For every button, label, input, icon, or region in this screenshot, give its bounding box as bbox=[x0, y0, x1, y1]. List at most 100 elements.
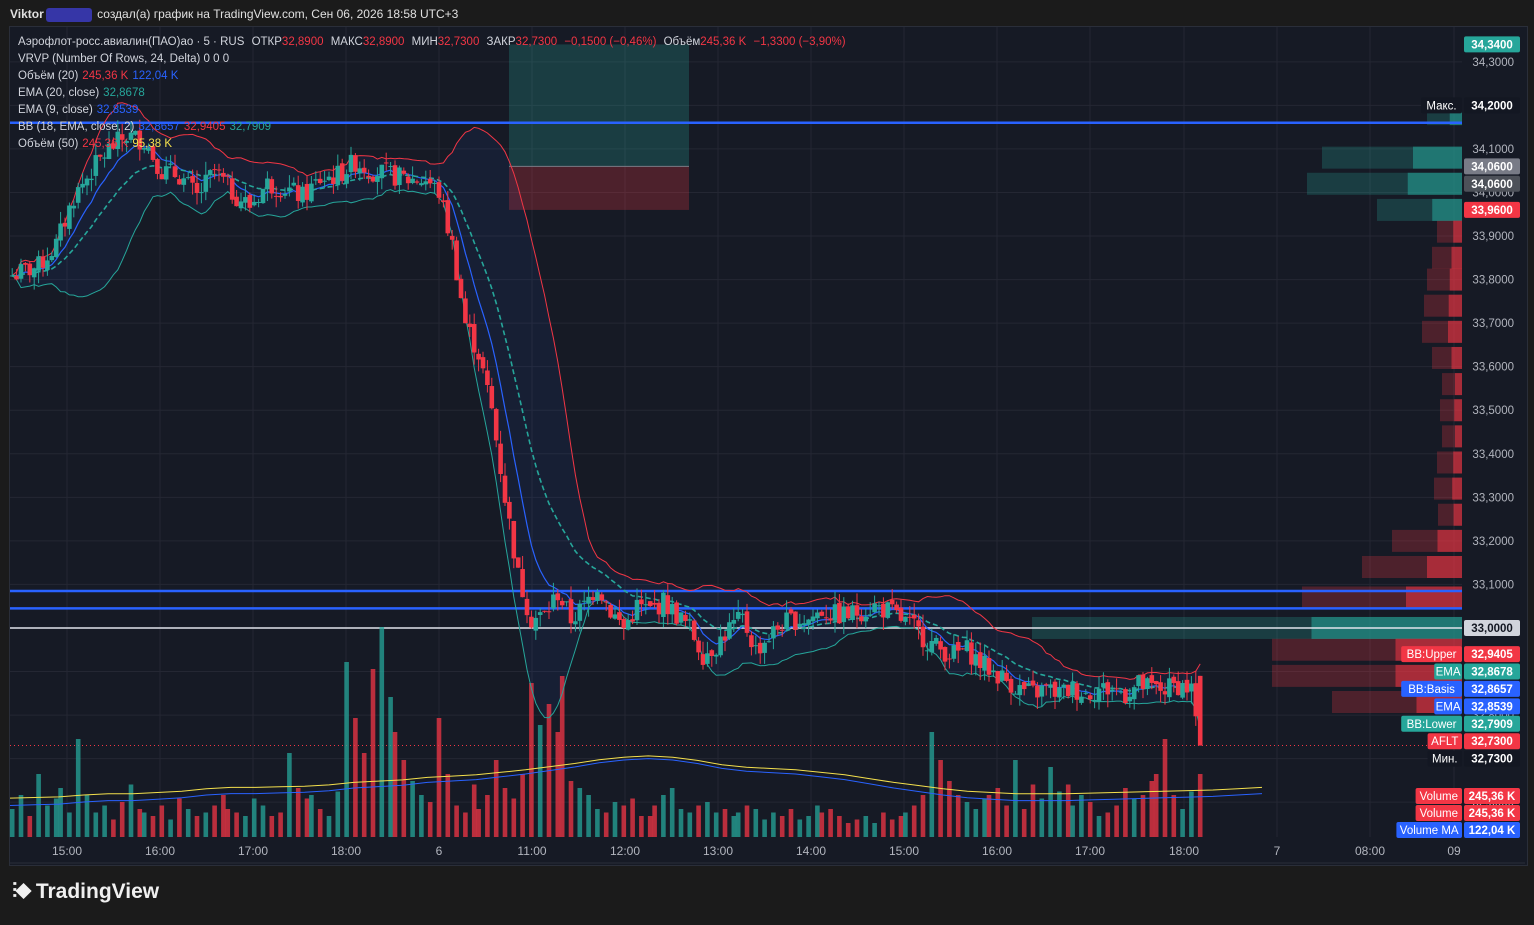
candle-body bbox=[1096, 688, 1102, 702]
close-label: ЗАКР bbox=[486, 36, 516, 48]
volume-bar bbox=[1171, 795, 1177, 837]
bb-row[interactable]: BB (18, EMA, close, 2) 32,8657 32,9405 32,7… bbox=[18, 119, 850, 136]
volume-bar bbox=[471, 784, 477, 837]
candle-body bbox=[612, 614, 618, 619]
candle-body bbox=[854, 605, 860, 616]
candle-body bbox=[454, 240, 459, 281]
candle-body bbox=[155, 159, 160, 174]
candle-body bbox=[124, 140, 129, 143]
volume-bar bbox=[234, 812, 239, 837]
price-label-value: 32,7300 bbox=[1471, 754, 1513, 766]
candle-body bbox=[331, 177, 336, 184]
candle-body bbox=[410, 178, 415, 184]
candle-body bbox=[718, 636, 723, 656]
volume-bar bbox=[819, 812, 825, 837]
volume-bar bbox=[278, 812, 283, 837]
candle-body bbox=[546, 611, 552, 613]
vol20-row[interactable]: Объём (20) 245,36 K 122,04 K bbox=[18, 68, 850, 85]
candle-body bbox=[326, 176, 332, 181]
price-label-value: 34,2000 bbox=[1471, 100, 1513, 112]
candle-body bbox=[49, 256, 55, 261]
volume-label-box bbox=[1464, 822, 1520, 838]
candle-body bbox=[80, 183, 85, 188]
candle-body bbox=[709, 650, 715, 657]
x-tick-label: 18:00 bbox=[331, 844, 361, 858]
vol50-row[interactable]: Объём (50) 245,36 K 95,38 K bbox=[18, 136, 850, 153]
volume-bar bbox=[93, 812, 99, 837]
tradingview-logo[interactable]: ⫶◆ TradingView bbox=[12, 880, 159, 904]
volume-bar bbox=[612, 802, 618, 837]
volume-label-tag bbox=[1396, 822, 1462, 838]
candle-body bbox=[779, 629, 785, 631]
candle-body bbox=[309, 183, 314, 202]
volume-bar bbox=[1048, 767, 1053, 837]
price-label-tag bbox=[1434, 663, 1462, 680]
candle-body bbox=[1189, 683, 1194, 692]
volume-bar bbox=[929, 732, 935, 837]
volume-bar bbox=[537, 725, 543, 837]
symbol-label[interactable]: Аэрофлот-росс.авиалин(ПАО)ао · 5 · RUS bbox=[18, 36, 245, 48]
volume-bar bbox=[713, 812, 719, 837]
candle-body bbox=[806, 619, 811, 625]
volume-bar bbox=[955, 795, 961, 837]
volume-bar bbox=[647, 816, 653, 837]
volume-label: Объём bbox=[663, 36, 701, 48]
candle-body bbox=[920, 626, 926, 648]
volume-ma-line bbox=[9, 758, 1263, 806]
volume-profile-row-delta bbox=[1451, 246, 1462, 269]
candle-body bbox=[392, 165, 398, 186]
candle-body bbox=[247, 194, 253, 208]
volume-bar bbox=[485, 795, 490, 837]
volume-bar bbox=[1180, 809, 1185, 837]
candle-body bbox=[212, 169, 217, 171]
x-tick-label: 17:00 bbox=[1075, 844, 1105, 858]
candle-body bbox=[674, 602, 679, 624]
vrvp-row[interactable]: VRVP (Number Of Rows, 24, Delta) 0 0 0 bbox=[18, 51, 850, 68]
volume-bar bbox=[1004, 805, 1009, 837]
price-label-name: BB:Upper bbox=[1407, 649, 1457, 661]
candle-body bbox=[1065, 684, 1071, 697]
open-value: 32,8900 bbox=[281, 36, 324, 48]
high-label: МАКС bbox=[330, 36, 363, 48]
volume-bar bbox=[595, 809, 600, 837]
candle-body bbox=[18, 264, 24, 279]
candle-body bbox=[1131, 687, 1137, 700]
price-label-value: 34,0600 bbox=[1471, 161, 1513, 173]
ema20-row[interactable]: EMA (20, close) 32,8678 bbox=[18, 85, 850, 102]
candle-body bbox=[414, 181, 420, 183]
candle-body bbox=[881, 603, 886, 618]
candle-body bbox=[58, 223, 63, 241]
price-label-box bbox=[1464, 715, 1520, 732]
candle-body bbox=[190, 176, 195, 183]
volume-bar bbox=[911, 805, 917, 837]
price-label-name: EMA bbox=[1436, 701, 1461, 713]
volume-bar bbox=[476, 809, 481, 837]
candle-body bbox=[243, 197, 248, 203]
candle-body bbox=[661, 592, 666, 618]
volume-bar bbox=[344, 662, 349, 837]
volume-bar bbox=[586, 795, 591, 837]
volume-bar bbox=[370, 669, 376, 837]
volume-bar bbox=[1149, 781, 1155, 837]
y-tick-label: 33,2000 bbox=[1472, 536, 1514, 548]
ema9-row[interactable]: EMA (9, close) 32,8539 bbox=[18, 102, 850, 119]
candle-body bbox=[524, 598, 530, 616]
vol50-value: 245,36 K bbox=[82, 138, 129, 150]
volume-bar bbox=[854, 819, 860, 837]
volume-profile-row-delta bbox=[1448, 320, 1462, 343]
volume-profile-row-delta bbox=[1413, 146, 1462, 169]
candle-body bbox=[784, 612, 789, 630]
price-label-box bbox=[1464, 201, 1520, 218]
volume-bar bbox=[1030, 784, 1036, 837]
price-label-box bbox=[1464, 750, 1520, 767]
volume-bar bbox=[881, 812, 886, 837]
candle-body bbox=[97, 154, 103, 157]
candle-body bbox=[260, 189, 266, 204]
x-tick-label: 09 bbox=[1447, 844, 1461, 858]
volume-bar bbox=[889, 819, 895, 837]
chart-panel[interactable] bbox=[9, 26, 1528, 866]
candle-body bbox=[234, 196, 239, 207]
candle-body bbox=[652, 602, 657, 605]
y-tick-label: 33,8000 bbox=[1472, 275, 1514, 287]
